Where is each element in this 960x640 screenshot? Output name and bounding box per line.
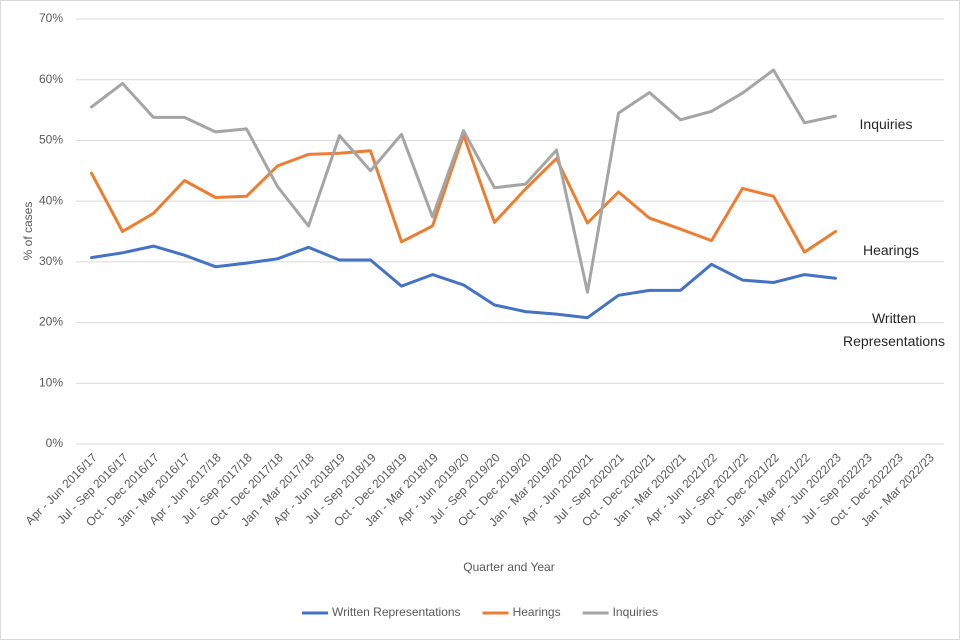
legend: Written Representations Hearings Inquiries — [302, 605, 658, 619]
legend-label: Written Representations — [332, 605, 461, 619]
series-line — [90, 68, 837, 294]
y-axis-title: % of cases — [21, 202, 35, 261]
annotation: Hearings — [862, 242, 920, 258]
y-tick-label: 60% — [39, 72, 63, 86]
y-tick-label: 0% — [46, 436, 64, 450]
y-tick-label: 20% — [39, 315, 63, 329]
y-tick-label: 30% — [39, 254, 63, 268]
series-line — [90, 133, 837, 254]
legend-label: Hearings — [513, 605, 561, 619]
series-line — [90, 244, 837, 320]
annotation: Written Representations — [843, 310, 945, 349]
x-axis-title: Quarter and Year — [463, 560, 554, 574]
y-tick-label: 50% — [39, 133, 63, 147]
annotation: Inquiries — [859, 116, 913, 132]
y-tick-label: 10% — [39, 375, 63, 389]
y-tick-label: 70% — [39, 11, 63, 25]
legend-label: Inquiries — [613, 605, 658, 619]
y-tick-label: 40% — [39, 193, 63, 207]
